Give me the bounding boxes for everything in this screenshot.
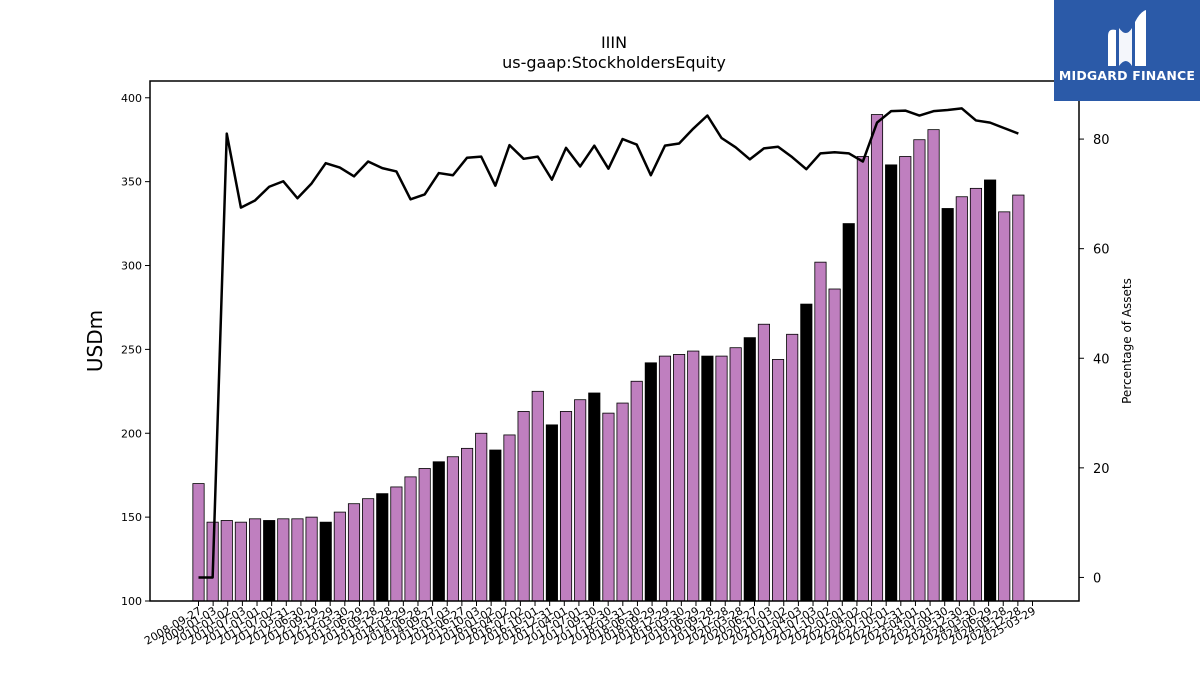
bar — [870, 114, 884, 602]
bar — [362, 498, 375, 602]
bar — [390, 486, 403, 602]
midgard-logo-icon — [1108, 10, 1146, 67]
bar — [842, 223, 855, 602]
y-tick-label: 200 — [121, 427, 142, 440]
y2-tick-label: 80 — [1093, 133, 1110, 148]
bar — [1012, 194, 1025, 602]
bar — [955, 196, 968, 602]
bar — [503, 434, 516, 602]
y-tick-label: 300 — [121, 260, 142, 273]
brand-name: MIDGARD FINANCE — [1058, 68, 1196, 83]
bar — [715, 355, 728, 602]
bar — [333, 511, 346, 602]
bar — [418, 468, 431, 602]
bar — [517, 411, 530, 602]
bar — [248, 518, 262, 602]
bar — [305, 516, 318, 602]
bar — [772, 359, 785, 602]
bar — [475, 432, 488, 602]
bar — [277, 518, 290, 602]
bar — [291, 518, 304, 602]
bar — [687, 350, 700, 602]
bar — [376, 493, 389, 602]
bar — [729, 347, 742, 602]
bar — [404, 476, 417, 602]
bar — [998, 211, 1011, 602]
bar — [885, 164, 898, 602]
y-axis-left: 100 150 200 250 300 350 400 — [121, 92, 150, 608]
x-axis: 2008-09-272009-01-032010-01-022010-07-03… — [142, 601, 1038, 648]
y-tick-label: 150 — [121, 511, 142, 524]
bar — [757, 323, 770, 602]
y-tick-label: 350 — [121, 176, 142, 189]
bar — [701, 355, 714, 602]
bar — [984, 179, 997, 602]
bar — [814, 261, 827, 602]
bar — [630, 380, 643, 602]
bar — [220, 520, 233, 602]
bar — [446, 456, 460, 602]
bar — [913, 139, 926, 602]
chart-subtitle: us-gaap:StockholdersEquity — [502, 53, 726, 72]
bar — [828, 288, 841, 602]
bar — [743, 337, 756, 602]
y2-tick-label: 60 — [1093, 243, 1110, 258]
bar — [319, 521, 332, 602]
bar — [899, 156, 912, 602]
bar — [489, 449, 502, 602]
bar — [969, 187, 983, 602]
midgard-finance-logo: MIDGARD FINANCE — [1054, 0, 1200, 101]
bar — [927, 129, 940, 602]
plot-frame — [149, 80, 1080, 602]
bar — [786, 333, 799, 602]
bar — [461, 447, 474, 602]
bar — [602, 412, 615, 602]
bar — [347, 503, 361, 602]
bar — [574, 399, 587, 602]
bar — [941, 208, 954, 602]
bar — [263, 520, 276, 602]
y2-axis-label: Percentage of Assets — [1120, 278, 1134, 404]
y-tick-label: 100 — [121, 595, 142, 608]
y2-tick-label: 40 — [1093, 352, 1110, 367]
bar — [588, 392, 601, 602]
y2-tick-label: 20 — [1093, 462, 1110, 477]
bar — [616, 402, 629, 602]
y-tick-label: 400 — [121, 92, 142, 105]
bar — [559, 411, 573, 602]
y2-tick-label: 0 — [1093, 571, 1101, 586]
bar — [545, 424, 558, 602]
bar — [856, 156, 869, 602]
chart-title: IIIN — [601, 33, 627, 52]
y-axis-right: 0 20 40 60 80 — [1079, 133, 1110, 586]
bar — [432, 461, 445, 602]
bar — [531, 390, 544, 602]
bar — [673, 354, 686, 602]
percentage-line — [198, 107, 1019, 579]
bar — [800, 303, 813, 602]
y-tick-label: 250 — [121, 343, 142, 356]
bar — [192, 483, 205, 602]
y-axis-label: USDm — [83, 310, 107, 372]
percentage-line-series — [198, 107, 1019, 579]
bar — [658, 355, 672, 602]
bar — [234, 521, 247, 602]
bar-series — [192, 114, 1025, 602]
bar — [644, 362, 657, 602]
